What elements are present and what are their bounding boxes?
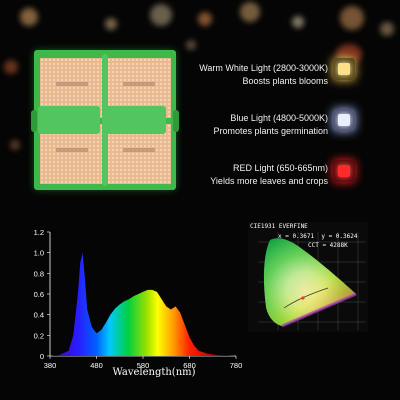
y-tick-label: 0.8 xyxy=(34,269,44,278)
board-logo xyxy=(56,82,88,86)
y-tick-label: 1.0 xyxy=(34,249,44,258)
feature-desc: Yields more leaves and crops xyxy=(210,176,328,186)
x-tick-label: 480 xyxy=(90,361,103,370)
x-tick-label: 580 xyxy=(137,361,150,370)
red-led-icon xyxy=(333,160,355,182)
cie-diagram: CIE1931 EVERFINE x = 0.3671 y = 0.3624 C… xyxy=(248,222,368,332)
spectrum-area xyxy=(50,252,236,356)
warm-white-led-icon xyxy=(333,58,355,80)
y-tick-label: 0 xyxy=(40,352,44,361)
feature-desc: Boosts plants blooms xyxy=(242,76,328,86)
driver-box xyxy=(104,106,166,134)
led-board xyxy=(40,124,104,184)
grow-light-panel xyxy=(31,50,179,190)
board-logo xyxy=(56,148,88,152)
y-tick-label: 0.4 xyxy=(34,311,44,320)
chromaticity-point xyxy=(301,296,305,300)
cie-title: CIE1931 EVERFINE xyxy=(250,223,308,230)
feature-desc: Promotes plants germination xyxy=(213,126,328,136)
y-tick-label: 0.6 xyxy=(34,290,44,299)
bokeh-background xyxy=(4,2,394,150)
feature-blue-light: Blue Light (4800-5000K) Promotes plants … xyxy=(213,112,328,138)
cie-coordinates: x = 0.3671 y = 0.3624 xyxy=(278,233,358,240)
left-handle xyxy=(31,110,37,132)
led-board xyxy=(107,124,171,184)
y-tick-label: 1.2 xyxy=(34,228,44,237)
blue-white-led-icon xyxy=(333,109,355,131)
spectrum-chart: 0 0.2 0.4 0.6 0.8 1.0 1.2 380 480 580 680 780 Wavel… xyxy=(34,228,243,378)
x-tick-label: 780 xyxy=(230,361,243,370)
feature-title: Blue Light (4800-5000K) xyxy=(230,113,328,123)
feature-title: Warm White Light (2800-3000K) xyxy=(199,63,328,73)
feature-red-light: RED Light (650-665nm) Yields more leaves… xyxy=(210,162,328,188)
cie-cct: CCT = 4288K xyxy=(308,242,348,249)
board-logo xyxy=(123,82,155,86)
driver-box xyxy=(38,106,100,134)
y-tick-label: 0.2 xyxy=(34,331,44,340)
board-logo xyxy=(123,148,155,152)
x-axis-label: Wavelength(nm) xyxy=(112,367,195,378)
x-tick-label: 380 xyxy=(44,361,57,370)
right-handle xyxy=(173,110,179,132)
feature-title: RED Light (650-665nm) xyxy=(232,163,328,173)
x-tick-label: 680 xyxy=(183,361,196,370)
feature-warm-white: Warm White Light (2800-3000K) Boosts pla… xyxy=(199,62,328,88)
